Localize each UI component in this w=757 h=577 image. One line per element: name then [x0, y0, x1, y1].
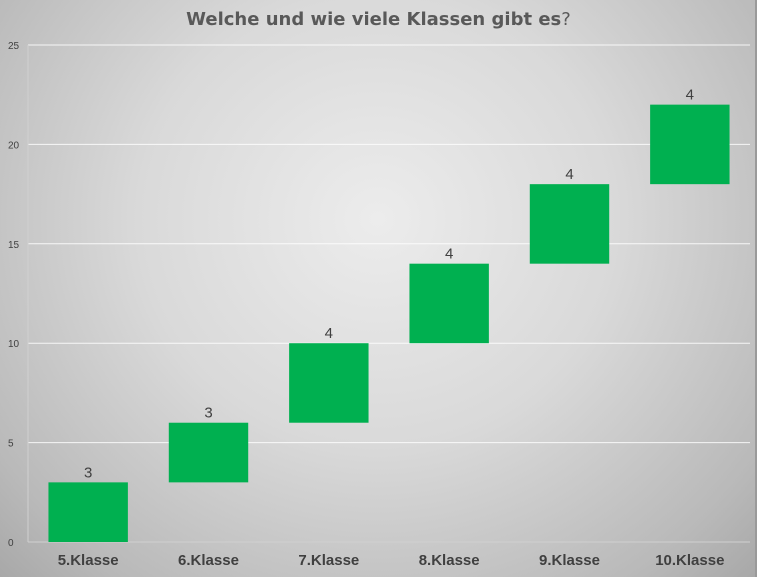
data-label: 4: [686, 87, 694, 104]
y-tick-label: 25: [8, 41, 20, 52]
x-tick-label: 9.Klasse: [539, 552, 600, 569]
y-tick-label: 5: [8, 439, 14, 450]
data-label: 3: [84, 464, 92, 481]
chart-title: Welche und wie viele Klassen gibt es?: [0, 9, 757, 30]
y-tick-label: 0: [8, 538, 14, 549]
bar: [48, 482, 128, 542]
bar: [650, 104, 730, 185]
data-label: 4: [565, 166, 573, 183]
y-tick-label: 15: [8, 240, 20, 251]
data-label: 3: [204, 405, 212, 422]
x-tick-label: 7.Klasse: [298, 552, 359, 569]
chart-title-question-mark: ?: [561, 9, 571, 30]
x-tick-label: 10.Klasse: [655, 552, 724, 569]
x-tick-label: 8.Klasse: [419, 552, 480, 569]
data-label: 4: [325, 325, 333, 342]
x-tick-label: 5.Klasse: [58, 552, 119, 569]
bar: [168, 422, 249, 483]
y-tick-label: 20: [8, 140, 20, 151]
y-tick-label: 10: [8, 339, 20, 350]
bar: [529, 184, 610, 264]
bar: [289, 343, 369, 423]
bar: [409, 263, 489, 344]
chart-title-text: Welche und wie viele Klassen gibt es: [186, 9, 562, 30]
data-label: 4: [445, 246, 453, 263]
x-tick-label: 6.Klasse: [178, 552, 239, 569]
